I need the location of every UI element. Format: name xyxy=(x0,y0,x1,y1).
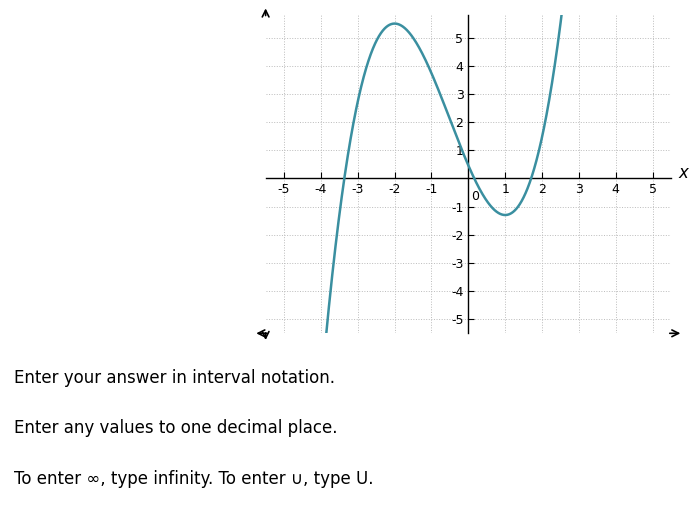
Text: x: x xyxy=(679,165,689,182)
Text: 0: 0 xyxy=(471,190,480,204)
Text: Enter your answer in interval notation.: Enter your answer in interval notation. xyxy=(14,369,335,387)
Text: To enter ∞, type infinity. To enter ∪, type U.: To enter ∞, type infinity. To enter ∪, t… xyxy=(14,470,373,488)
Text: Enter any values to one decimal place.: Enter any values to one decimal place. xyxy=(14,419,338,437)
